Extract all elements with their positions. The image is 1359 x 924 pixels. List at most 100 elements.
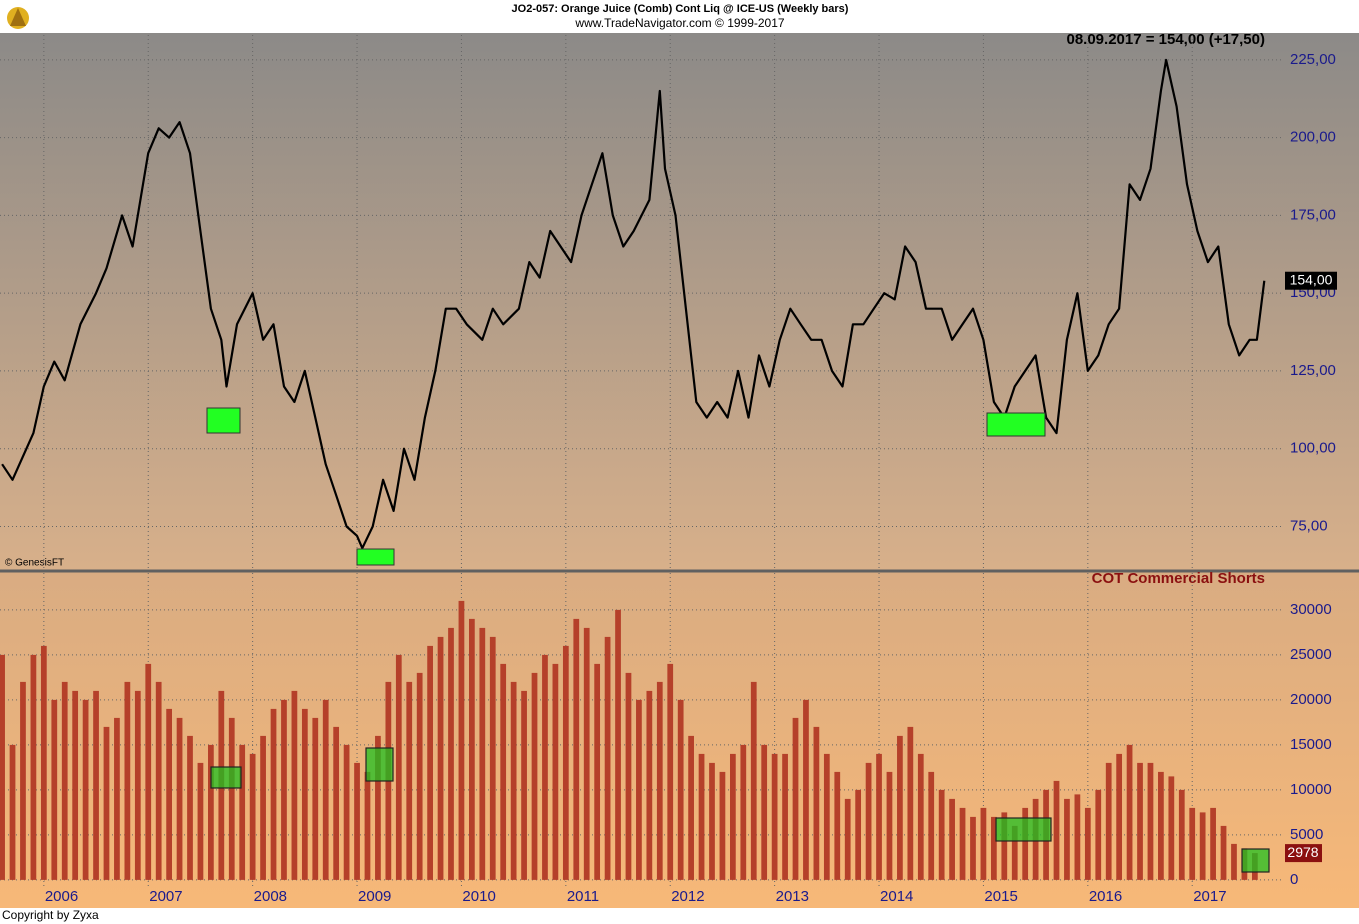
cot-bar	[636, 699, 642, 880]
cot-bar	[249, 753, 256, 880]
cot-bar	[510, 681, 517, 880]
cot-bar	[500, 663, 507, 880]
cot-bar	[364, 771, 371, 880]
cot-bar	[709, 762, 715, 880]
price-panel-bg	[0, 33, 1359, 571]
x-tick-label: 2011	[567, 888, 599, 905]
highlight-boxes	[210, 747, 1270, 873]
cot-bar	[552, 663, 559, 880]
cot-bar	[980, 807, 987, 880]
cot-bar	[479, 627, 486, 880]
y-tick-label: 10000	[1290, 781, 1332, 798]
plot-area: 75,00100,00125,00150,00175,00200,00225,0…	[0, 35, 1337, 905]
cot-tag: 2978	[1287, 844, 1318, 860]
y-tick-label: 15000	[1290, 736, 1332, 753]
cot-bar	[30, 654, 37, 880]
cot-bar	[166, 708, 172, 880]
x-tick-label: 2014	[880, 888, 913, 905]
cot-bar	[750, 681, 757, 880]
cot-bar	[354, 762, 360, 880]
cot-bar	[625, 672, 632, 880]
price-tag-bg	[1285, 271, 1337, 290]
cot-bar	[562, 645, 569, 880]
y-tick-label: 75,00	[1290, 517, 1328, 534]
x-tick-label: 2007	[149, 888, 182, 905]
cot-bar	[1011, 825, 1018, 880]
cot-bar	[844, 798, 851, 880]
cot-bar	[688, 735, 694, 880]
cot-bar	[469, 618, 475, 880]
source-note: © GenesisFT	[5, 558, 64, 569]
footer: Copyright by Zyxa	[2, 908, 99, 922]
highlight-boxes	[206, 407, 1046, 566]
y-tick-label: 125,00	[1290, 362, 1336, 379]
cot-bar	[521, 690, 527, 880]
chart-title: JO2-057: Orange Juice (Comb) Cont Liq @ …	[512, 3, 849, 15]
cot-bar	[1105, 762, 1112, 880]
cot-bar	[155, 681, 162, 880]
cot-bar	[1231, 843, 1237, 880]
cot-bar	[322, 699, 329, 880]
cot-bar	[239, 744, 246, 880]
cot-bar	[1064, 798, 1070, 880]
cot-bar	[886, 771, 893, 880]
y-tick-label: 5000	[1290, 826, 1323, 843]
cot-bar	[1168, 776, 1175, 880]
cot-bar	[667, 663, 674, 880]
cot-bar	[573, 618, 580, 880]
cot-bar	[176, 717, 183, 880]
cot-bar	[771, 753, 778, 880]
cot-bar	[959, 807, 966, 880]
cot-bar	[677, 699, 684, 880]
highlight-box	[365, 747, 394, 782]
cot-bar	[792, 717, 799, 880]
cot-bar	[1189, 807, 1196, 880]
highlight-box	[206, 407, 241, 434]
y-tick-label: 200,00	[1290, 129, 1336, 146]
x-tick-label: 2008	[254, 888, 287, 905]
cot-bar	[907, 726, 914, 880]
cot-bar	[938, 789, 945, 880]
cot-bar	[124, 681, 131, 880]
cot-tag-bg	[1285, 844, 1322, 863]
cot-bar	[458, 600, 465, 880]
y-tick-label: 30000	[1290, 601, 1332, 618]
x-tick-label: 2006	[45, 888, 78, 905]
cot-bar	[855, 789, 862, 880]
logo	[7, 7, 29, 29]
cot-bar	[604, 636, 611, 880]
cot-bar	[928, 771, 935, 880]
cot-bar	[448, 627, 454, 880]
cot-bar	[40, 645, 47, 880]
highlight-box	[356, 548, 395, 566]
y-tick-label: 175,00	[1290, 206, 1336, 223]
cot-bar	[583, 627, 590, 880]
cot-bar	[20, 681, 26, 880]
cot-bar	[228, 717, 235, 880]
cot-bar	[1199, 812, 1206, 880]
last-price-annotation: 08.09.2017 = 154,00 (+17,50)	[1066, 31, 1265, 48]
cot-bar	[803, 699, 809, 880]
cot-bar	[82, 699, 89, 880]
cot-bar	[823, 753, 830, 880]
indicator-title: COT Commercial Shorts	[1092, 570, 1265, 587]
x-tick-label: 2012	[671, 888, 704, 905]
cot-bar	[375, 735, 381, 880]
cot-bar	[1147, 762, 1154, 880]
x-tick-label: 2013	[776, 888, 809, 905]
cot-bar	[1084, 807, 1091, 880]
y-tick-label: 100,00	[1290, 440, 1336, 457]
cot-bar	[260, 735, 266, 880]
cot-bar	[301, 708, 308, 880]
cot-bar	[656, 681, 663, 880]
chart-subtitle: www.TradeNavigator.com © 1999-2017	[574, 16, 784, 30]
highlight-box	[1241, 848, 1270, 873]
cot-bar	[51, 699, 58, 880]
cot-bar	[61, 681, 68, 880]
highlight-box	[995, 817, 1052, 842]
cot-bar	[72, 690, 79, 880]
cot-bar	[834, 771, 841, 880]
y-tick-label: 0	[1290, 871, 1298, 888]
cot-bar	[270, 708, 277, 880]
